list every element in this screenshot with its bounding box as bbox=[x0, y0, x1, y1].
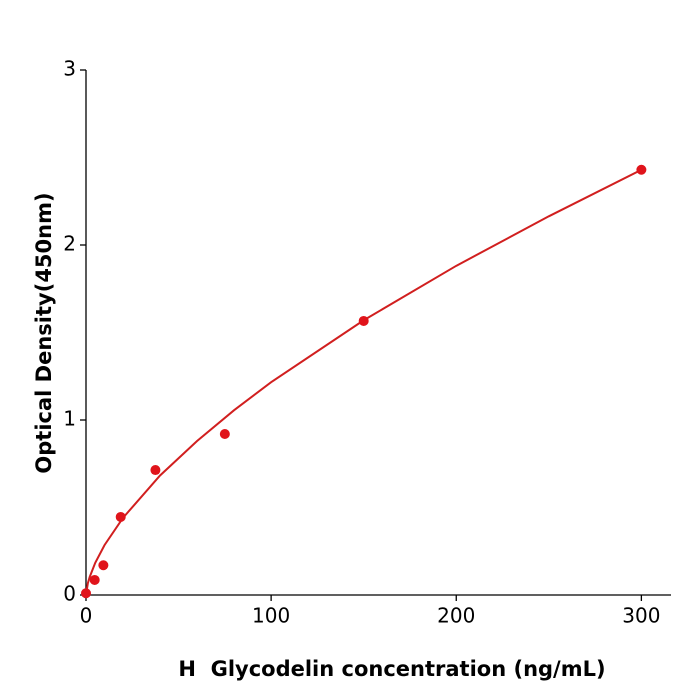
x-tick-label: 100 bbox=[252, 604, 290, 628]
y-tick-label: 2 bbox=[63, 232, 76, 256]
y-tick-label: 1 bbox=[63, 407, 76, 431]
y-tick-label: 3 bbox=[63, 57, 76, 81]
y-tick-label: 0 bbox=[63, 582, 76, 606]
data-point bbox=[115, 511, 126, 522]
data-point bbox=[89, 574, 100, 585]
data-point bbox=[358, 315, 369, 326]
x-tick-label: 200 bbox=[437, 604, 475, 628]
x-tick-label: 0 bbox=[80, 604, 93, 628]
data-point bbox=[636, 164, 647, 175]
x-tick-label: 300 bbox=[622, 604, 660, 628]
data-point bbox=[81, 588, 91, 599]
y-axis-title: Optical Density(450nm) bbox=[32, 192, 56, 473]
data-point bbox=[98, 560, 109, 571]
data-point bbox=[219, 429, 230, 439]
data-point bbox=[150, 465, 161, 476]
fit-curve bbox=[85, 168, 642, 596]
x-axis-title: H Glycodelin concentration (ng/mL) bbox=[178, 657, 605, 681]
